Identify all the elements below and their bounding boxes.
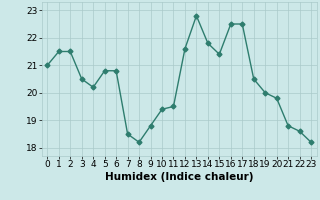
X-axis label: Humidex (Indice chaleur): Humidex (Indice chaleur) [105,172,253,182]
